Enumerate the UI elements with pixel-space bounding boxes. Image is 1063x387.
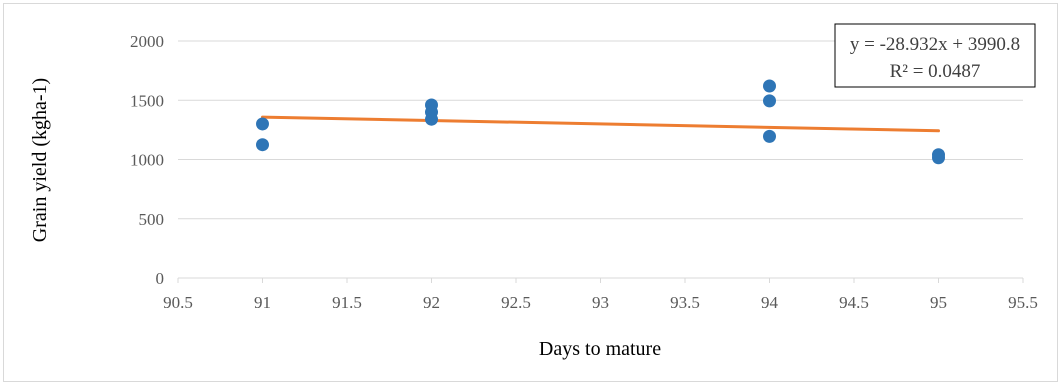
y-tick-label: 1000	[130, 151, 164, 170]
x-tick-label: 95.5	[1008, 293, 1038, 312]
data-points	[256, 79, 945, 165]
x-tick-label: 94	[761, 293, 779, 312]
y-axis-title: Grain yield (kgha-1)	[29, 78, 51, 242]
trendline-r2: R² = 0.0487	[890, 61, 981, 82]
y-tick-label: 1500	[130, 91, 164, 110]
x-tick-label: 90.5	[163, 293, 193, 312]
trendline-equation: y = -28.932x + 3990.8	[850, 34, 1020, 55]
data-point	[932, 151, 945, 165]
data-point	[425, 112, 438, 126]
linear-trendline	[261, 115, 940, 133]
x-tick-label: 93	[592, 293, 609, 312]
y-tick-labels: 0 500 1000 1500 2000	[130, 32, 164, 288]
y-tick-label: 500	[139, 210, 165, 229]
data-point	[763, 129, 776, 143]
y-tick-label: 2000	[130, 32, 164, 51]
trendline-equation-box: y = -28.932x + 3990.8 R² = 0.0487	[834, 23, 1036, 88]
data-point	[256, 117, 269, 131]
x-tick-label: 95	[930, 293, 947, 312]
x-tick-label: 92	[423, 293, 440, 312]
x-tick-label: 91	[254, 293, 271, 312]
trendline-layer	[261, 115, 940, 133]
data-point	[256, 138, 269, 152]
data-point	[763, 94, 776, 108]
data-point	[763, 79, 776, 93]
x-tick-label: 92.5	[501, 293, 531, 312]
y-tick-label: 0	[156, 269, 165, 288]
x-tick-label: 94.5	[839, 293, 869, 312]
x-tick-labels: 90.5 91 91.5 92 92.5 93 93.5 94 94.5 95 95.5	[163, 278, 1038, 312]
x-tick-label: 91.5	[332, 293, 362, 312]
x-tick-label: 93.5	[670, 293, 700, 312]
x-axis-title: Days to mature	[539, 338, 661, 360]
